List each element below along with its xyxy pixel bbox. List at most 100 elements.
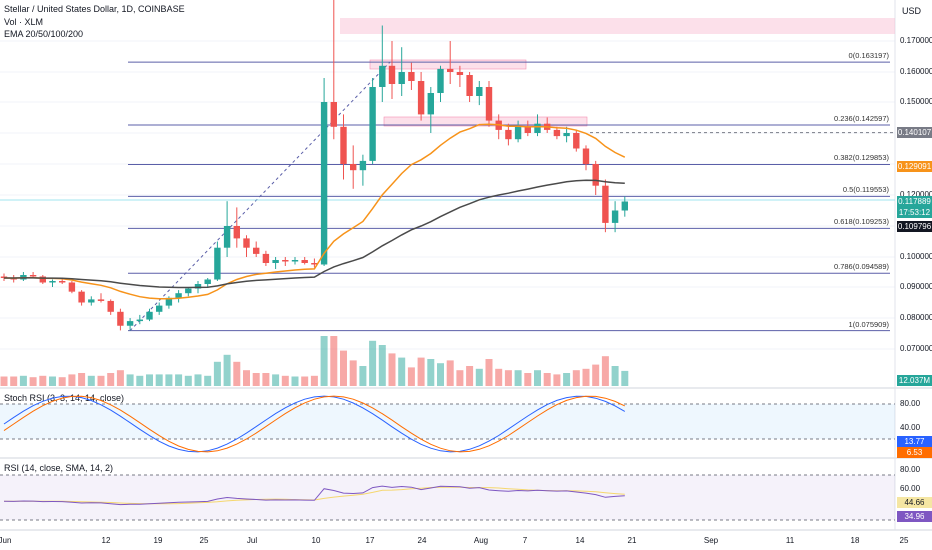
candle-body: [243, 238, 250, 248]
ema-200-line: [4, 179, 625, 289]
volume-bar: [272, 374, 280, 386]
volume-bar: [592, 364, 600, 386]
price-tick-label: 0.160000: [900, 67, 932, 76]
volume-bar: [184, 375, 192, 386]
volume-bar: [378, 345, 386, 386]
rsi-badge: 34.96: [897, 511, 932, 522]
volume-bar: [136, 375, 144, 386]
candle-body: [223, 226, 231, 248]
ema-legend[interactable]: EMA 20/50/100/200: [4, 29, 84, 39]
volume-bar: [456, 370, 464, 386]
time-axis-label: 12: [101, 536, 111, 545]
volume-bar: [49, 376, 56, 386]
volume-bar: [243, 370, 250, 386]
candle-body: [272, 260, 279, 263]
fib-level-label: 0.236(0.142597): [833, 113, 889, 123]
fib-level-label: 0.786(0.094589): [833, 262, 889, 272]
candle-body: [136, 319, 143, 322]
volume-bar: [330, 336, 338, 386]
candle-body: [301, 260, 308, 263]
candle-body: [78, 291, 85, 303]
candle-body: [350, 164, 357, 171]
fib-level-label: 0.618(0.109253): [833, 217, 889, 227]
candle-body: [417, 81, 425, 115]
volume-bar: [175, 374, 183, 386]
currency-label[interactable]: USD: [902, 6, 922, 16]
candle-body: [592, 164, 599, 186]
symbol-title: Stellar / United States Dollar, 1D, COIN…: [4, 4, 185, 14]
volume-bar: [417, 357, 425, 386]
volume-bar: [252, 373, 260, 386]
volume-bar: [611, 366, 619, 386]
candle-body: [563, 133, 570, 137]
candle-body: [175, 293, 182, 298]
candle-body: [485, 87, 493, 121]
candle-body: [369, 87, 376, 161]
candle-body: [156, 305, 163, 312]
candle-body: [466, 75, 473, 96]
volume-bar: [349, 360, 357, 386]
oscillator-tick-label: 40.00: [900, 423, 921, 432]
rsi-ma-badge: 44.66: [897, 497, 932, 508]
volume-bar: [281, 375, 289, 386]
stoch-d-line: [3, 395, 626, 453]
volume-bar: [369, 340, 377, 386]
volume-bar: [213, 361, 221, 386]
volume-bar: [601, 356, 609, 386]
candle-body: [447, 68, 454, 72]
time-axis-label: Jun: [0, 536, 12, 545]
candle-body: [330, 102, 337, 127]
volume-bar: [563, 373, 571, 386]
candle-body: [253, 247, 260, 254]
ema-200-badge: 0.109796: [897, 220, 932, 232]
candle-body: [88, 299, 95, 303]
volume-bar: [504, 370, 512, 386]
candle-body: [291, 260, 299, 262]
candle-body: [437, 68, 444, 93]
volume-badge: 12.037M: [897, 375, 932, 386]
volume-bar: [262, 373, 270, 386]
rsi-legend[interactable]: RSI (14, close, SMA, 14, 2): [4, 463, 114, 473]
fib-level-label: 1(0.075909): [848, 319, 889, 329]
volume-bar: [68, 374, 76, 386]
oscillator-tick-label: 80.00: [900, 399, 921, 408]
time-axis-label: Aug: [473, 536, 489, 545]
rsi-band: [0, 475, 895, 520]
stoch-band: [0, 404, 895, 439]
volume-bar: [87, 375, 95, 386]
time-axis-label: 17: [365, 536, 375, 545]
candle-body: [534, 123, 541, 133]
volume-legend[interactable]: Vol · XLM: [4, 17, 44, 27]
candle-body: [262, 253, 270, 263]
volume-bar: [437, 363, 444, 386]
candle-body: [427, 93, 434, 115]
candle-body: [233, 226, 240, 239]
candle-body: [117, 311, 124, 326]
volume-bar: [194, 374, 202, 386]
volume-bar: [534, 370, 541, 386]
volume-bar: [165, 374, 173, 386]
volume-bar: [446, 360, 454, 386]
candle-body: [359, 160, 367, 171]
volume-bar: [514, 370, 522, 386]
time-axis-label: 21: [627, 536, 637, 545]
oscillator-tick-label: 80.00: [900, 465, 921, 474]
volume-bar: [427, 359, 435, 386]
candle-body: [456, 72, 464, 75]
candle-body: [340, 126, 347, 164]
time-axis-label: Jul: [246, 536, 258, 545]
volume-bar: [291, 376, 299, 386]
rsi-line: [3, 485, 625, 506]
fib-level-label: 0(0.163197): [848, 51, 889, 61]
ema-badge: 0.129091: [897, 160, 932, 172]
volume-bar: [39, 375, 47, 386]
candle-body: [185, 288, 192, 294]
volume-bar: [301, 376, 309, 386]
candle-body: [611, 210, 619, 223]
candle-body: [107, 300, 114, 312]
volume-bar: [233, 361, 241, 386]
volume-bar: [116, 370, 124, 386]
candle-body: [29, 275, 37, 277]
countdown-badge: 17:53:12: [897, 206, 932, 218]
